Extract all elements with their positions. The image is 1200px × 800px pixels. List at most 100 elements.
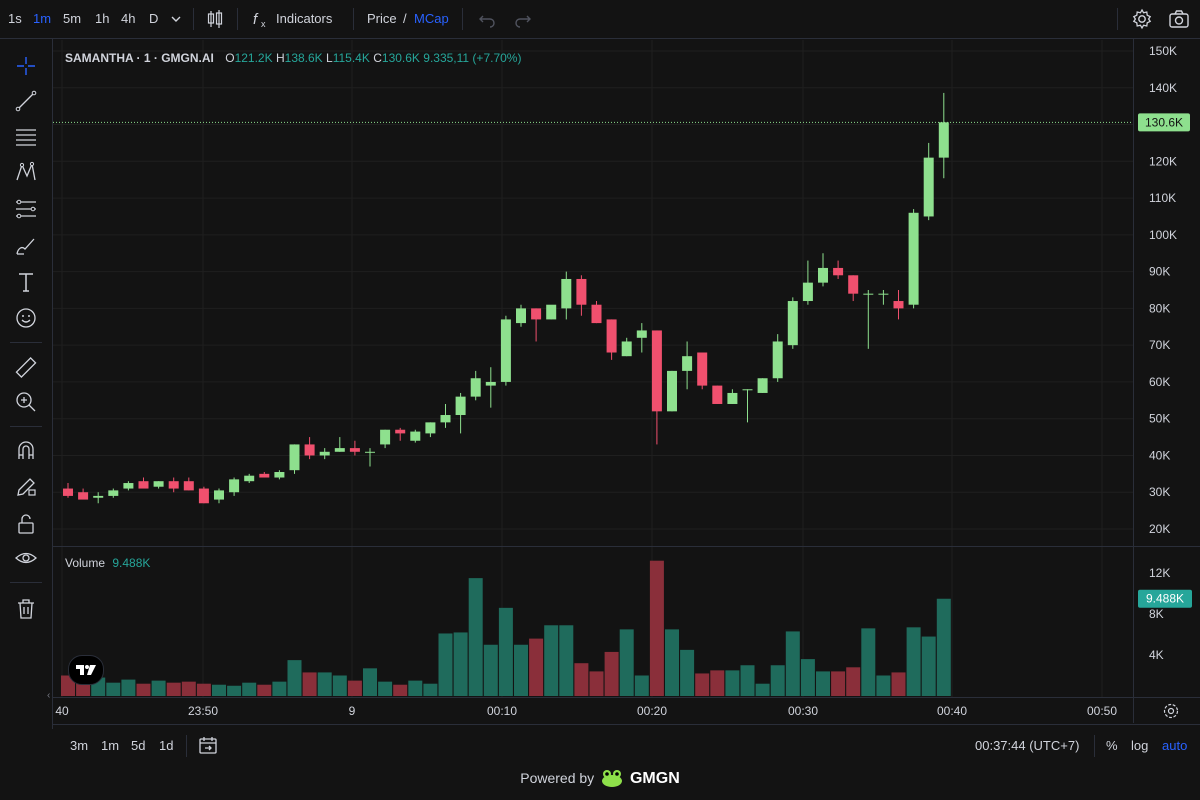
candle-body [470,378,481,397]
zoom-in-icon[interactable] [12,388,40,416]
candle-body [485,381,496,386]
date-range-calendar-icon[interactable] [197,734,219,759]
tradingview-logo-icon[interactable] [68,655,104,685]
last-volume-marker [1138,589,1192,608]
price-tick-label: 100K [1149,228,1177,242]
volume-bar [800,659,815,696]
auto-scale-toggle[interactable]: auto [1162,738,1188,753]
candle-body [153,481,164,487]
magnet-icon[interactable] [12,437,40,465]
last-price-marker-label: 130.6K [1145,115,1183,129]
time-tick-label: 00:40 [937,704,967,718]
volume-bar [634,675,649,696]
powered-by-footer: Powered by GMGN [0,768,1200,791]
undo-icon[interactable] [478,10,496,31]
trash-icon[interactable] [12,595,40,623]
symbol-title[interactable]: SAMANTHA · 1 · GMGN.AI [65,51,214,65]
interval-1h[interactable]: 1h [95,11,110,26]
price-tick-label: 110K [1149,191,1176,205]
volume-bar [468,578,483,696]
range-1m[interactable]: 1m [101,738,120,753]
volume-legend: Volume 9.488K [65,556,150,570]
price-tick-label: 150K [1149,44,1177,58]
range-3m[interactable]: 3m [70,738,89,753]
horizontal-lines-icon[interactable] [12,123,40,151]
time-tick-label: 00:10 [487,704,517,718]
interval-d[interactable]: D [149,11,159,26]
price-tick-label: 70K [1149,338,1170,352]
volume-bar [151,680,166,696]
volume-bar [106,682,121,696]
volume-bar [257,684,272,696]
interval-1m[interactable]: 1m [33,11,52,26]
last-price-marker [1138,113,1190,132]
volume-bar [408,680,423,696]
low-label: L [326,51,333,65]
trend-line-icon[interactable] [12,87,40,115]
volume-bar [483,644,498,696]
settings-gear-icon[interactable] [1131,8,1153,33]
stay-in-drawing-mode-icon[interactable] [12,473,40,501]
volume-bar [196,683,211,696]
svg-text:f: f [253,11,259,28]
candle-body [365,451,375,453]
volume-bar [242,682,257,696]
candle-body [787,301,798,346]
candle-body [833,267,844,276]
pattern-icon[interactable] [12,158,40,186]
price-axis: 150K 140K 130K 120K 110K 100K 90K 80K 70K 60K 50K 4… [1149,44,1177,536]
candle-body [727,392,738,404]
log-scale-toggle[interactable]: log [1131,738,1149,753]
eye-icon[interactable] [12,544,40,572]
lock-icon[interactable] [12,510,40,538]
price-toggle[interactable]: Price [367,11,397,26]
text-tool-icon[interactable] [12,268,40,296]
volume-bar [272,681,287,696]
clock-timezone[interactable]: 00:37:44 (UTC+7) [975,738,1080,753]
high-value: 138.6K [284,51,323,65]
candlestick-type-icon[interactable] [204,8,226,33]
gmgn-brand[interactable]: GMGN [629,770,680,788]
candle-body [274,472,285,478]
volume-bar [363,668,377,696]
volume-bar [589,671,604,696]
scroll-left-icon[interactable]: ‹ [47,690,51,701]
range-1d[interactable]: 1d [159,738,174,753]
volume-bar [770,665,785,696]
fib-tool-icon[interactable] [12,195,40,223]
mcap-toggle[interactable]: MCap [414,11,449,26]
volume-bar [166,682,181,696]
candle-body [667,370,677,412]
range-5d[interactable]: 5d [131,738,146,753]
candle-body [349,448,360,452]
candle-body [410,431,421,441]
interval-1s[interactable]: 1s [8,11,22,26]
brush-icon[interactable] [12,232,40,260]
time-axis-settings-icon[interactable] [1162,702,1180,723]
bottom-toolbar: 3m 1m 5d 1d 00:37:44 (UTC+7) % log auto [0,730,1200,760]
interval-dropdown-icon[interactable] [169,12,183,29]
emoji-icon[interactable] [12,304,40,332]
interval-5m[interactable]: 5m [63,11,82,26]
volume-bar [816,671,830,696]
price-tick-label: 30K [1149,485,1170,499]
indicators-button[interactable]: Indicators [276,11,333,26]
percent-scale-toggle[interactable]: % [1106,738,1118,753]
crosshair-icon[interactable] [12,52,40,80]
volume-tick-label: 4K [1149,648,1164,662]
interval-4h[interactable]: 4h [121,11,136,26]
ruler-icon[interactable] [12,353,40,381]
candle-body [198,488,209,504]
toolbar-left-divider [52,39,53,729]
high-label: H [275,51,285,65]
chart-grid [53,39,1200,723]
candle-body [500,319,511,382]
open-value: 121.2K [234,51,273,65]
volume-bar [136,683,151,696]
candle-body [878,293,889,295]
screenshot-camera-icon[interactable] [1168,8,1190,33]
redo-icon[interactable] [514,10,532,31]
volume-bar [559,625,574,696]
